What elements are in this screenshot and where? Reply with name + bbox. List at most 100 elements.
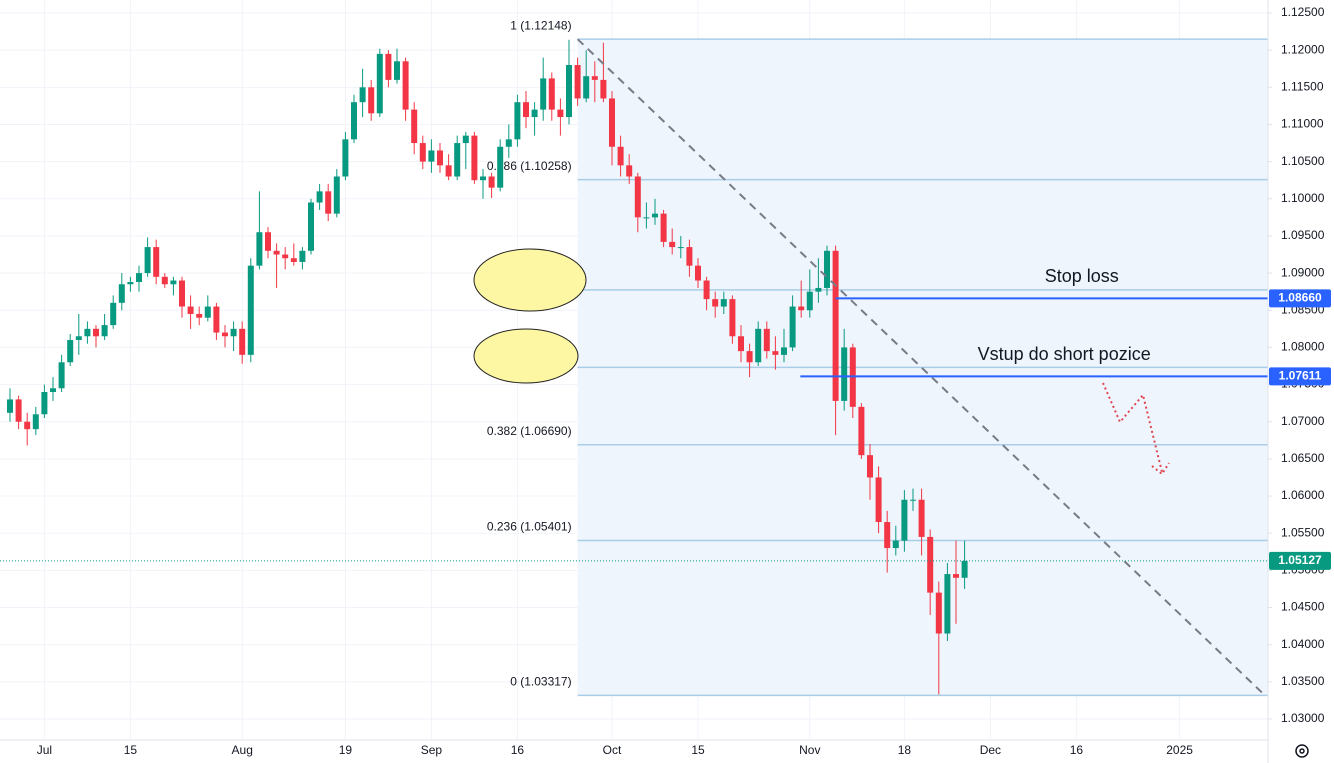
x-tick-label: 16 (511, 743, 525, 757)
candle-body (755, 328, 762, 363)
candle-body (376, 53, 383, 114)
candle-body (651, 213, 658, 218)
y-tick-label: 1.04500 (1281, 600, 1325, 614)
candle-body (806, 291, 813, 311)
candle-body (213, 306, 220, 333)
candle-body (239, 328, 246, 355)
candles (7, 39, 968, 695)
y-tick-label: 1.03000 (1281, 711, 1325, 725)
price-tag-label: 1.07611 (1279, 368, 1322, 382)
candle-body (583, 76, 590, 99)
y-tick-label: 1.10500 (1281, 154, 1325, 168)
candle-body (127, 282, 134, 285)
candle-body (729, 299, 736, 337)
candle-body (342, 139, 349, 177)
candle-body (110, 302, 117, 326)
candle-body (264, 232, 271, 251)
candle-body (204, 306, 211, 318)
y-tick-label: 1.09000 (1281, 265, 1325, 279)
candle-body (385, 53, 392, 80)
candle-body (643, 217, 650, 219)
candle-body (359, 87, 366, 103)
gear-center[interactable] (1299, 748, 1305, 754)
candle-body (866, 455, 873, 478)
x-tick-label: Sep (421, 743, 443, 757)
candle-body (333, 176, 340, 214)
candle-body (256, 232, 263, 266)
y-tick-label: 1.12500 (1281, 5, 1325, 19)
candle-body (153, 247, 160, 277)
candle-body (548, 78, 555, 110)
candle-body (617, 146, 624, 166)
candle-body (626, 165, 633, 177)
candle-body (858, 406, 865, 456)
labels: Stop loss Vstup do short pozice (978, 266, 1151, 364)
fib-label: 0.382 (1.06690) (487, 424, 572, 438)
y-tick-label: 1.10000 (1281, 191, 1325, 205)
level-name: Vstup do short pozice (978, 344, 1151, 364)
gear-icon[interactable] (1295, 744, 1309, 758)
x-tick-label: 18 (898, 743, 912, 757)
candle-body (307, 202, 314, 251)
candle-body (316, 191, 323, 203)
trend-line (576, 38, 1266, 696)
candle-body (136, 273, 143, 283)
candle-body (772, 351, 779, 355)
candle-body (514, 102, 521, 140)
candle-body (273, 250, 280, 255)
candle-body (780, 347, 787, 355)
y-tick-label: 1.06500 (1281, 451, 1325, 465)
candle-body (901, 499, 908, 541)
y-tick-label: 1.03500 (1281, 674, 1325, 688)
candle-body (402, 61, 409, 110)
candle-body (50, 388, 57, 392)
price-tag-label: 1.05127 (1278, 553, 1322, 567)
candle-body (961, 560, 968, 578)
y-tick-label: 1.09500 (1281, 228, 1325, 242)
candle-body (634, 176, 641, 218)
candle-body (187, 306, 194, 314)
candle-body (419, 143, 426, 162)
fibonacci: 1 (1.12148)0.786 (1.10258)0.618 (1.08774… (487, 18, 1268, 697)
y-tick-label: 1.11000 (1281, 117, 1324, 131)
fib-label: 0.786 (1.10258) (487, 159, 572, 173)
projection-arrow (1102, 382, 1163, 473)
candle-body (746, 351, 753, 363)
candle-body (737, 336, 744, 352)
candle-body (608, 98, 615, 147)
candle-body (798, 306, 805, 311)
candle-body (789, 306, 796, 348)
candle-body (669, 241, 676, 248)
candle-body (24, 421, 31, 430)
candle-body (84, 328, 91, 337)
candle-body (230, 328, 237, 337)
x-tick-label: Aug (232, 743, 253, 757)
candle-body (170, 280, 177, 285)
candle-body (101, 325, 108, 337)
candle-body (712, 299, 719, 307)
candle-body (505, 139, 512, 147)
settings-button[interactable] (1295, 744, 1309, 758)
candle-body (299, 250, 306, 262)
candle-body (944, 574, 951, 634)
candle-body (815, 287, 822, 292)
candle-body (720, 299, 727, 307)
candle-body (823, 250, 830, 288)
candle-body (368, 87, 375, 114)
candle-body (454, 143, 461, 177)
y-tick-label: 1.04000 (1281, 637, 1325, 651)
x-tick-label: Oct (603, 743, 622, 757)
candle-body (497, 146, 504, 188)
y-tick-label: 1.07000 (1281, 414, 1325, 428)
candle-body (32, 414, 39, 430)
candle-body (161, 276, 168, 285)
candle-body (522, 102, 529, 118)
drawings (0, 38, 1268, 696)
x-tick-label: Dec (980, 743, 1001, 757)
candle-body (488, 176, 495, 188)
y-tick-label: 1.08000 (1281, 340, 1325, 354)
x-tick-label: 2025 (1166, 743, 1193, 757)
x-tick-label: Nov (799, 743, 820, 757)
candle-body (75, 336, 82, 340)
